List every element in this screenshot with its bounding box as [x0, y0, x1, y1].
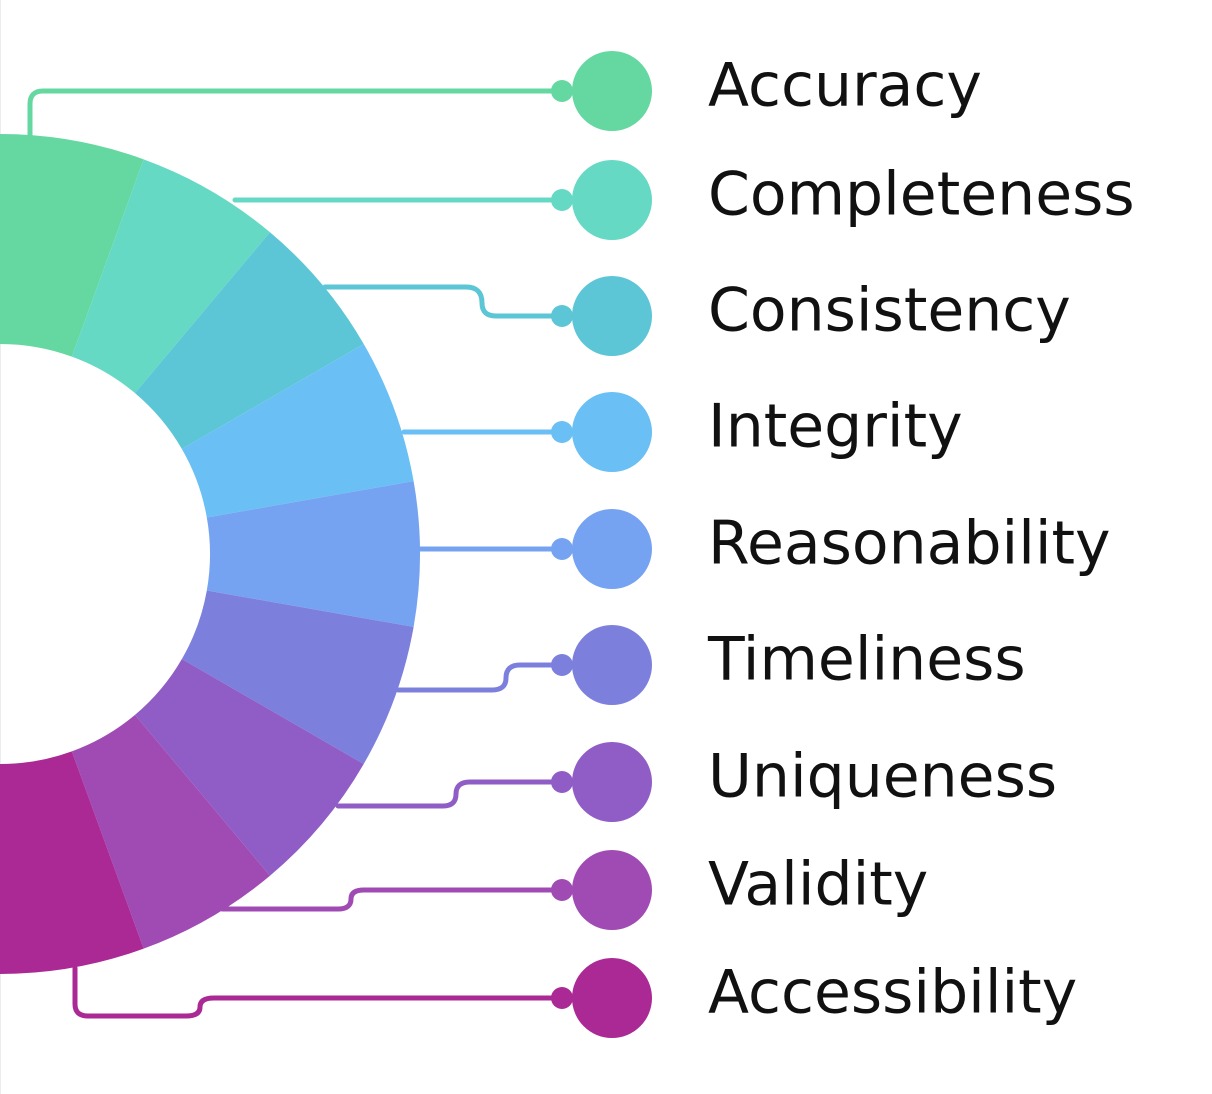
marker-circle-integrity: [572, 392, 652, 472]
marker-circle-timeliness: [572, 625, 652, 705]
dimension-label-consistency: Consistency: [708, 276, 1071, 346]
legend-item-validity: Validity: [551, 850, 928, 930]
marker-dot-timeliness: [551, 654, 573, 676]
left-border: [0, 0, 1, 1094]
dimension-markers: Accuracy Completeness Consistency Integrity…: [551, 51, 1135, 1038]
marker-circle-accessibility: [572, 958, 652, 1038]
ring-segment-uniqueness: [134, 659, 364, 876]
legend-item-accuracy: Accuracy: [551, 51, 982, 131]
marker-circle-reasonability: [572, 509, 652, 589]
marker-dot-consistency: [551, 305, 573, 327]
legend-item-uniqueness: Uniqueness: [551, 742, 1057, 822]
dimension-label-timeliness: Timeliness: [707, 625, 1026, 695]
ring-segments: [0, 134, 421, 974]
dimension-label-validity: Validity: [708, 850, 928, 920]
connector-uniqueness: [335, 779, 565, 809]
marker-circle-uniqueness: [572, 742, 652, 822]
marker-dot-completeness: [551, 189, 573, 211]
legend-item-timeliness: Timeliness: [551, 625, 1026, 705]
marker-circle-consistency: [572, 276, 652, 356]
dimension-label-accuracy: Accuracy: [708, 51, 982, 121]
dimension-label-reasonability: Reasonability: [708, 509, 1111, 579]
connector-timeliness: [395, 662, 565, 693]
marker-dot-uniqueness: [551, 771, 573, 793]
dimension-label-accessibility: Accessibility: [708, 958, 1077, 1028]
legend-item-consistency: Consistency: [551, 276, 1071, 356]
marker-dot-accessibility: [551, 987, 573, 1009]
ring-segment-integrity: [181, 344, 414, 518]
connector-validity: [219, 887, 565, 912]
dimension-label-integrity: Integrity: [708, 392, 963, 462]
marker-circle-accuracy: [572, 51, 652, 131]
ring-segment-accuracy: [0, 134, 144, 357]
ring-segment-reasonability: [206, 481, 421, 627]
connector-accuracy: [27, 88, 565, 143]
ring-segment-timeliness: [181, 590, 414, 764]
connector-lines: [27, 88, 565, 1019]
legend-item-integrity: Integrity: [551, 392, 963, 472]
legend-item-accessibility: Accessibility: [551, 958, 1077, 1038]
marker-circle-completeness: [572, 160, 652, 240]
dimension-label-completeness: Completeness: [708, 160, 1135, 230]
ring-segment-completeness: [71, 159, 270, 394]
legend-item-reasonability: Reasonability: [551, 509, 1111, 589]
dimension-label-uniqueness: Uniqueness: [708, 742, 1057, 812]
legend-item-completeness: Completeness: [551, 160, 1135, 240]
ring-segment-accessibility: [0, 751, 144, 974]
connector-accessibility: [72, 965, 565, 1019]
marker-circle-validity: [572, 850, 652, 930]
ring-segment-consistency: [134, 232, 364, 449]
marker-dot-accuracy: [551, 80, 573, 102]
marker-dot-reasonability: [551, 538, 573, 560]
marker-dot-integrity: [551, 421, 573, 443]
marker-dot-validity: [551, 879, 573, 901]
connector-consistency: [322, 284, 565, 319]
ring-segment-validity: [71, 714, 270, 949]
